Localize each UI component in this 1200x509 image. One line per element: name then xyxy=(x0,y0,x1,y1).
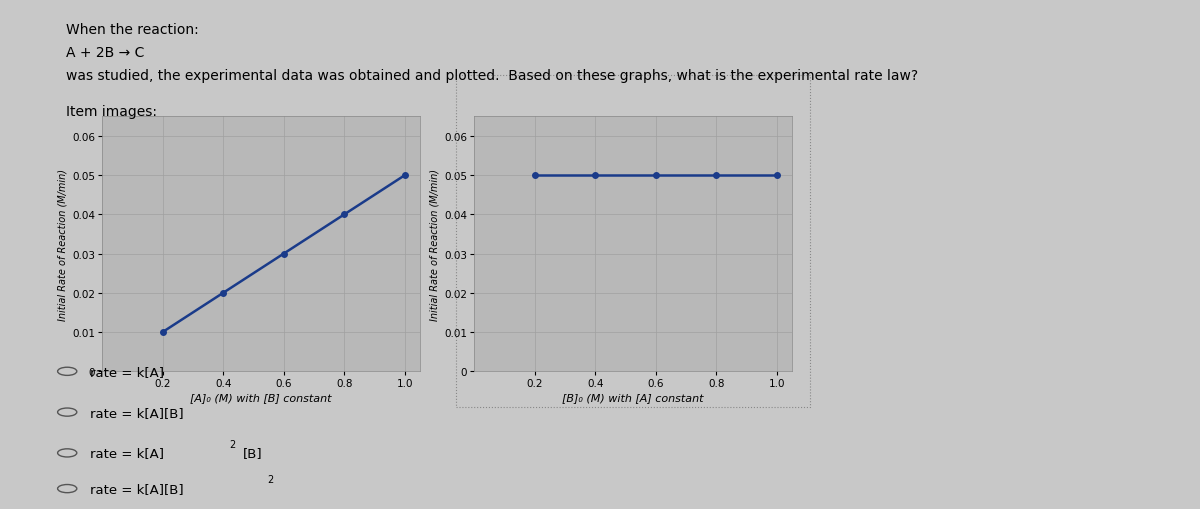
Text: A + 2B → C: A + 2B → C xyxy=(66,46,144,60)
Text: was studied, the experimental data was obtained and plotted.  Based on these gra: was studied, the experimental data was o… xyxy=(66,69,918,82)
X-axis label: [A]₀ (M) with [B] constant: [A]₀ (M) with [B] constant xyxy=(191,392,331,403)
Text: Item images:: Item images: xyxy=(66,104,157,118)
Text: 2: 2 xyxy=(229,439,235,449)
Text: rate = k[A][B]: rate = k[A][B] xyxy=(90,482,184,495)
X-axis label: [B]₀ (M) with [A] constant: [B]₀ (M) with [A] constant xyxy=(563,392,703,403)
Text: When the reaction:: When the reaction: xyxy=(66,23,199,37)
Y-axis label: Initial Rate of Reaction (M/min): Initial Rate of Reaction (M/min) xyxy=(430,168,440,320)
Y-axis label: Initial Rate of Reaction (M/min): Initial Rate of Reaction (M/min) xyxy=(58,168,68,320)
Text: [B]: [B] xyxy=(242,446,262,460)
Text: 2: 2 xyxy=(268,474,274,485)
Text: rate = k[A]: rate = k[A] xyxy=(90,446,164,460)
Text: rate = k[A][B]: rate = k[A][B] xyxy=(90,406,184,419)
Text: rate = k[A]: rate = k[A] xyxy=(90,365,164,378)
